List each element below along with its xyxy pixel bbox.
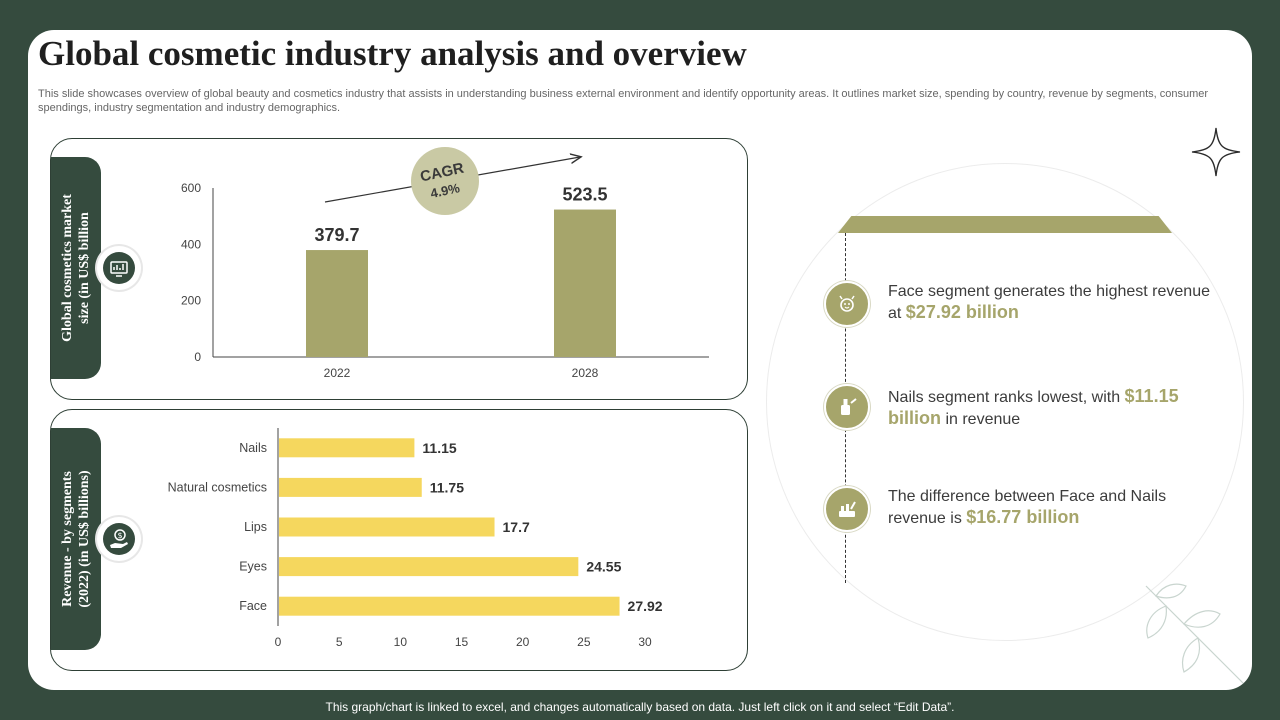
sparkle-icon	[1191, 127, 1241, 177]
insight-icon-difference	[824, 486, 870, 532]
bar-eyes	[279, 557, 579, 577]
x-tick-label: 0	[275, 635, 282, 649]
category-label: Eyes	[239, 560, 267, 574]
cosmetics-face-icon	[839, 295, 855, 312]
revenue-tab: Revenue - by segments (2022) (in US$ bil…	[51, 428, 101, 650]
bar-value-label: 379.7	[314, 225, 359, 245]
category-label: Nails	[239, 441, 267, 455]
bar-lips	[279, 517, 495, 537]
monitor-chart-icon	[110, 261, 128, 277]
bar-nails	[279, 438, 415, 458]
y-tick-label: 200	[181, 294, 201, 308]
bar-value-label: 17.7	[503, 519, 530, 535]
y-tick-label: 400	[181, 237, 201, 251]
x-tick-label: 30	[638, 635, 652, 649]
market-size-tab: Global cosmetics market size (in US$ bil…	[51, 157, 101, 379]
bar-face	[279, 596, 620, 616]
x-tick-label: 2028	[572, 366, 599, 380]
revenue-panel: Revenue - by segments (2022) (in US$ bil…	[50, 409, 748, 671]
svg-text:$: $	[117, 531, 122, 540]
category-label: Lips	[244, 520, 267, 534]
x-tick-label: 10	[394, 635, 408, 649]
insight-face-value: $27.92 billion	[905, 302, 1019, 322]
bar-value-label: 11.75	[430, 479, 464, 495]
category-label: Face	[239, 599, 267, 613]
revenue-chart: Nails 11.15 Natural cosmetics 11.75 Lips 17.7…	[168, 428, 663, 649]
insights-banner	[838, 216, 1172, 233]
leaf-decoration-icon	[1145, 583, 1247, 687]
insight-icon-face	[824, 281, 870, 327]
bar-2022	[306, 250, 368, 357]
page-title: Global cosmetic industry analysis and ov…	[38, 34, 747, 73]
insight-nails: Nails segment ranks lowest, with $11.15 …	[888, 386, 1179, 428]
money-hand-icon: $	[110, 529, 128, 548]
bar-2028	[554, 209, 616, 357]
cagr-bubble	[411, 147, 479, 215]
x-tick-label: 15	[455, 635, 469, 649]
revenue-badge: $	[97, 517, 141, 561]
nail-polish-icon	[841, 398, 857, 415]
bar-value-label: 27.92	[628, 598, 663, 614]
makeup-kit-icon	[839, 501, 856, 517]
bar-natural-cosmetics	[279, 477, 422, 497]
x-tick-label: 20	[516, 635, 530, 649]
insight-face: Face segment generates the highest reven…	[888, 283, 1210, 322]
x-tick-label: 2022	[324, 366, 351, 380]
footer-note: This graph/chart is linked to excel, and…	[325, 700, 955, 714]
slide: Global cosmetic industry analysis and ov…	[28, 30, 1252, 690]
bar-value-label: 24.55	[586, 559, 621, 575]
x-tick-label: 5	[336, 635, 343, 649]
insight-nails-value: $11.15 billion	[888, 386, 1179, 428]
page-description: This slide showcases overview of global …	[38, 88, 1209, 114]
cagr-value: 4.9%	[429, 180, 462, 201]
market-badge	[97, 246, 141, 290]
bar-value-label: 11.15	[422, 440, 456, 456]
bar-value-label: 523.5	[562, 185, 607, 205]
y-tick-label: 0	[194, 350, 201, 364]
insight-difference-value: $16.77 billion	[966, 507, 1080, 527]
y-tick-label: 600	[181, 181, 201, 195]
insight-icon-nails	[824, 384, 870, 430]
insight-difference: The difference between Face and Nails re…	[888, 488, 1167, 527]
x-tick-label: 25	[577, 635, 591, 649]
category-label: Natural cosmetics	[168, 480, 267, 494]
market-size-panel: Global cosmetics market size (in US$ bil…	[50, 138, 748, 400]
